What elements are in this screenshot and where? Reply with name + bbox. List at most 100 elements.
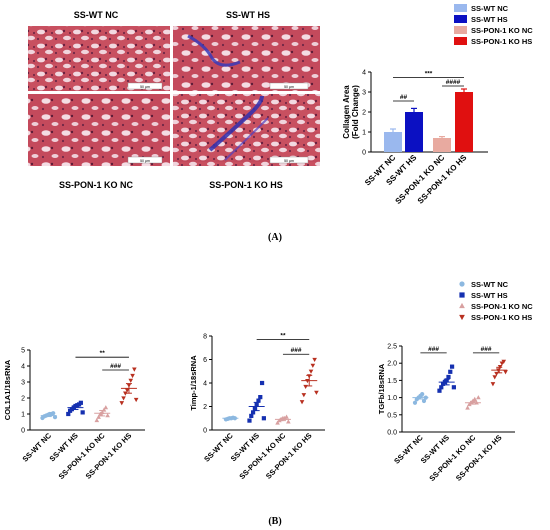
data-point xyxy=(446,374,451,380)
data-point xyxy=(412,400,418,405)
data-point xyxy=(472,396,478,401)
sig-bracket-label: ** xyxy=(100,350,106,357)
sig-bracket-label: ### xyxy=(110,363,121,370)
sig-bracket-label: #### xyxy=(446,79,461,86)
x-tick-label: SS-PON-1 KO HS xyxy=(264,431,314,481)
legend-swatch xyxy=(454,26,467,34)
data-point xyxy=(284,414,289,419)
bar xyxy=(384,132,402,152)
micrograph-grid: 50 μm 50 μm 50 μm 50 μm xyxy=(28,26,320,166)
data-point xyxy=(314,390,319,395)
legend-label: SS-PON-1 KO NC xyxy=(471,26,533,35)
y-tick-label: 3 xyxy=(362,90,366,97)
micrograph-label: SS-PON-1 KO NC xyxy=(59,180,134,190)
y-tick-label: 0.5 xyxy=(387,412,397,419)
y-tick-label: 0.0 xyxy=(387,430,397,437)
y-tick-label: 4 xyxy=(362,70,366,77)
legend-marker xyxy=(459,302,465,309)
data-point xyxy=(492,375,498,380)
data-point xyxy=(503,370,508,375)
sig-bracket-label: ### xyxy=(481,346,492,353)
bar xyxy=(405,112,423,152)
data-point xyxy=(249,413,254,418)
x-tick-label: SS-PON-1 KO HS xyxy=(454,433,504,483)
data-point xyxy=(420,392,425,397)
sig-bracket-label: ### xyxy=(428,346,439,353)
data-point xyxy=(130,373,135,379)
y-tick-label: 5 xyxy=(21,348,25,355)
data-point xyxy=(258,395,263,400)
legend-dot-plots: SS-WT NC SS-WT HS SS-PON-1 KO NC SS-PON-1 K… xyxy=(459,280,533,322)
legend-swatch xyxy=(454,15,467,23)
y-tick-label: 2.5 xyxy=(387,344,397,351)
scale-bar-label: 50 μm xyxy=(140,85,150,89)
scale-bar-label: 50 μm xyxy=(284,159,294,163)
data-point xyxy=(501,359,507,364)
data-point xyxy=(94,417,100,423)
data-point xyxy=(476,395,481,400)
data-point xyxy=(259,380,265,386)
data-point xyxy=(124,388,130,393)
panel-label-a: (A) xyxy=(268,232,282,243)
legend-bar-chart: SS-WT NC SS-WT HS SS-PON-1 KO NC SS-PON-1 K… xyxy=(454,4,533,46)
sig-bracket-label: ### xyxy=(291,347,302,354)
bar xyxy=(433,138,451,152)
y-tick-label: 1.5 xyxy=(387,378,397,385)
y-tick-label: 1 xyxy=(21,412,25,419)
data-point xyxy=(103,405,109,410)
data-point xyxy=(256,398,261,403)
y-axis-label: Collagen Area(Fold Change) xyxy=(342,85,360,139)
legend-swatch xyxy=(454,4,467,12)
micrograph-ss-wt-hs xyxy=(173,26,320,91)
data-point xyxy=(119,401,125,406)
y-tick-label: 2 xyxy=(362,110,366,117)
data-point xyxy=(78,400,83,405)
data-point xyxy=(308,369,314,374)
y-tick-label: 1 xyxy=(362,130,366,137)
collagen-stain-ko-hs-2 xyxy=(224,117,269,161)
data-point xyxy=(437,388,442,393)
data-point xyxy=(312,357,317,363)
scale-bar-label: 50 μm xyxy=(140,159,150,163)
data-point xyxy=(299,400,305,405)
legend-label: SS-WT HS xyxy=(471,291,508,300)
scale-bars: 50 μm 50 μm 50 μm 50 μm xyxy=(127,82,309,164)
y-tick-label: 0 xyxy=(362,150,366,157)
data-point xyxy=(96,414,101,419)
micrograph-ss-wt-nc xyxy=(28,26,170,91)
data-point xyxy=(252,406,257,411)
data-point xyxy=(66,411,71,417)
y-tick-label: 4 xyxy=(21,364,25,371)
y-tick-label: 2 xyxy=(21,396,25,403)
y-axis-label: Timp-1/18sRNA xyxy=(189,355,198,411)
micrograph-ss-pon-1-ko-nc xyxy=(28,94,170,166)
data-point xyxy=(421,398,427,404)
data-point xyxy=(310,363,316,368)
data-point xyxy=(301,393,307,398)
panel-label-b: (B) xyxy=(268,516,281,527)
y-tick-label: 8 xyxy=(203,334,207,341)
data-point xyxy=(465,405,470,410)
micrograph-label: SS-WT HS xyxy=(226,10,270,20)
y-tick-label: 3 xyxy=(21,380,25,387)
data-point xyxy=(448,369,453,374)
legend-label: SS-WT NC xyxy=(471,280,509,289)
data-point xyxy=(80,410,85,415)
sig-bracket-label: ** xyxy=(280,333,286,340)
collagen-stain-ko-hs xyxy=(208,95,264,152)
legend-swatch xyxy=(454,37,467,45)
legend-label: SS-PON-1 KO HS xyxy=(471,313,532,322)
y-tick-label: 6 xyxy=(203,357,207,364)
y-axis-label: TGFb/18sRNA xyxy=(377,363,386,414)
data-point xyxy=(132,367,137,372)
data-point xyxy=(286,419,291,424)
data-point xyxy=(451,385,456,390)
micrograph-label: SS-PON-1 KO HS xyxy=(209,180,283,190)
legend-marker xyxy=(459,314,465,321)
x-tick-label: SS-PON-1 KO NC xyxy=(57,431,107,481)
x-tick-label: SS-PON-1 KO NC xyxy=(427,433,477,483)
